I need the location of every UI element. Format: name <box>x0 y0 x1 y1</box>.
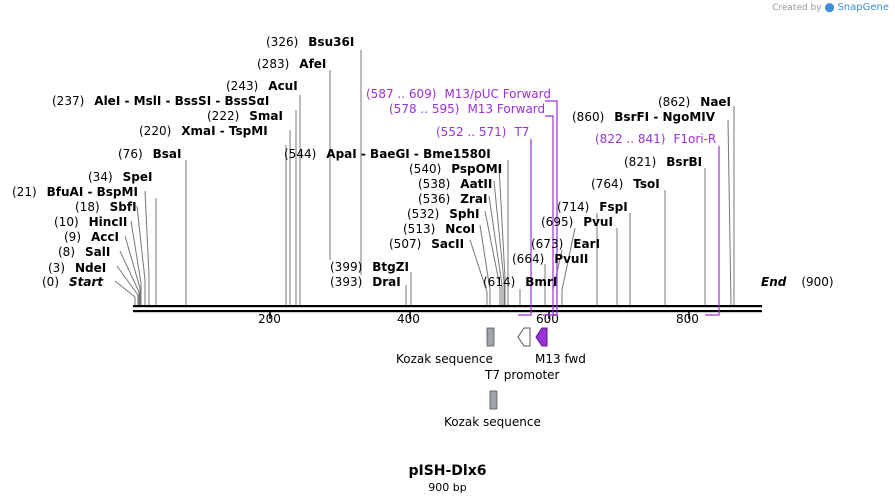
ruler-label: 600 <box>536 312 559 326</box>
enzyme-label: (821) BsrBI <box>624 155 702 169</box>
leader-line <box>498 165 506 279</box>
enzyme-label: (8) SalI <box>58 245 110 259</box>
leader-line <box>116 265 139 296</box>
start-label: (0) Start <box>42 275 104 289</box>
enzyme-label: (76) BsaI <box>118 147 182 161</box>
primer-labels: (587 .. 609) M13/pUC Forward (578 .. 595)… <box>366 87 716 146</box>
primer-label-m13-forward: (578 .. 595) M13 Forward <box>389 102 545 116</box>
primer-leader-lines <box>518 100 720 316</box>
enzyme-label: (10) HincII <box>54 215 127 229</box>
enzyme-label: (862) NaeI <box>658 95 731 109</box>
enzyme-label: (614) BmrI <box>483 275 557 289</box>
leader-line <box>493 180 505 283</box>
feature-label: M13 fwd <box>535 352 586 366</box>
primer-line-t7 <box>518 139 532 316</box>
ruler-label: 800 <box>676 312 699 326</box>
enzyme-label: (237) AleI - MslI - BssSI - BssSαI <box>52 94 269 108</box>
feature-label: Kozak sequence <box>444 415 541 429</box>
enzyme-label: (393) DraI <box>330 275 401 289</box>
primer-line-m13 <box>543 115 554 316</box>
primer-label-m13-puc-forward: (587 .. 609) M13/pUC Forward <box>366 87 551 101</box>
leader-line <box>561 227 576 291</box>
enzyme-label: (536) ZraI <box>418 192 487 206</box>
leader-line <box>479 224 491 291</box>
leader-line <box>488 195 503 286</box>
t7-promoter-feature[interactable] <box>517 327 531 347</box>
enzyme-label: (21) BfuAI - BspMI <box>12 185 138 199</box>
enzyme-label: (3) NdeI <box>48 261 106 275</box>
enzyme-label: (34) SpeI <box>88 170 152 184</box>
primer-line-f1ori <box>705 146 720 316</box>
features: Kozak sequence T7 promoter M13 fwd Kozak… <box>396 327 586 429</box>
enzyme-label: (540) PspOMI <box>409 162 502 176</box>
created-by-text: Created by <box>772 3 822 13</box>
leader-line <box>136 205 146 281</box>
enzyme-label: (243) AcuI <box>226 79 298 93</box>
leader-line <box>484 210 501 288</box>
enzyme-label: (326) Bsu36I <box>266 35 354 49</box>
primer-label-t7: (552 .. 571) T7 <box>436 125 529 139</box>
enzyme-label: (538) AatII <box>418 177 492 191</box>
map-length: 900 bp <box>428 481 467 494</box>
enzyme-label: (532) SphI <box>407 207 480 221</box>
leader-line <box>114 280 136 298</box>
enzyme-label: (695) PvuI <box>541 215 613 229</box>
enzyme-label: (714) FspI <box>557 200 628 214</box>
kozak-sequence-feature[interactable] <box>486 327 495 347</box>
enzyme-label: (507) SacII <box>389 237 464 251</box>
leader-line <box>144 190 150 276</box>
map-title: pISH-Dlx6 <box>408 463 487 479</box>
snapgene-logo-icon: ⬤ <box>824 3 835 13</box>
enzyme-label: (9) AccI <box>64 230 119 244</box>
enzyme-label: (513) NcoI <box>403 222 475 236</box>
ruler: 200 400 600 800 <box>258 312 699 326</box>
enzyme-label: (222) SmaI <box>207 109 283 123</box>
leader-line <box>119 250 140 293</box>
leader-line <box>727 119 732 306</box>
enzyme-label: (673) EarI <box>531 237 600 251</box>
primer-label-f1ori-r: (822 .. 841) F1ori-R <box>595 132 716 146</box>
m13-fwd-feature[interactable] <box>535 327 548 347</box>
snapgene-brand: SnapGene <box>837 2 889 13</box>
branding: Created by ⬤ SnapGene <box>772 2 889 13</box>
enzyme-label: (860) BsrFI - NgoMIV <box>572 110 716 124</box>
leader-line <box>124 235 141 289</box>
enzyme-label: (764) TsoI <box>591 177 660 191</box>
enzyme-label: (18) SbfI <box>75 200 137 214</box>
leader-line <box>130 220 142 284</box>
leader-line <box>469 239 488 293</box>
feature-label: Kozak sequence <box>396 352 493 366</box>
enzyme-label: (544) ApaI - BaeGI - Bme1580I <box>284 147 491 161</box>
kozak-sequence-feature[interactable] <box>489 390 498 410</box>
ruler-label: 400 <box>397 312 420 326</box>
enzyme-label: (283) AfeI <box>257 57 326 71</box>
enzyme-label: (664) PvuII <box>512 252 588 266</box>
enzyme-label: (399) BtgZI <box>330 260 409 274</box>
feature-label: T7 promoter <box>484 368 560 382</box>
enzyme-labels: (3) NdeI (8) SalI (9) AccI (10) HincII (18) S… <box>12 35 731 289</box>
ruler-label: 200 <box>258 312 281 326</box>
enzyme-label: (220) XmaI - TspMI <box>139 124 268 138</box>
end-label: End (900) <box>761 275 834 289</box>
sequence-backbone <box>133 305 762 313</box>
enzyme-leader-lines <box>114 50 735 306</box>
